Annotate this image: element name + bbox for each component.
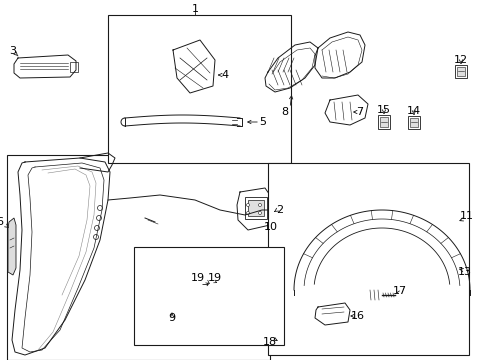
Text: 5: 5 (259, 117, 266, 127)
Bar (409, 118, 417, 127)
Text: 2: 2 (276, 205, 283, 215)
FancyBboxPatch shape (142, 260, 203, 309)
Polygon shape (8, 218, 16, 275)
Circle shape (445, 217, 455, 227)
Text: 19: 19 (207, 273, 222, 283)
Text: 1: 1 (191, 4, 198, 14)
Text: 18: 18 (263, 337, 277, 347)
Bar (267, 163, 468, 355)
Circle shape (349, 213, 353, 217)
Text: 16: 16 (350, 311, 364, 321)
Text: 3: 3 (9, 46, 17, 56)
Bar (148, 295, 198, 300)
Bar (377, 115, 389, 129)
Bar (275, 336, 283, 342)
Bar (7, 155, 269, 360)
Circle shape (448, 220, 452, 224)
Text: 13: 13 (457, 267, 471, 277)
Text: 4: 4 (221, 70, 228, 80)
Bar (212, 282, 218, 287)
Bar (454, 65, 466, 78)
Circle shape (347, 211, 355, 219)
Bar (70, 62, 78, 72)
Circle shape (246, 211, 249, 215)
Bar (244, 197, 266, 219)
Bar (367, 290, 381, 300)
Text: 12: 12 (453, 55, 467, 65)
Circle shape (447, 265, 453, 271)
Text: 6: 6 (0, 217, 3, 227)
Bar (209, 280, 220, 289)
Text: →: → (201, 279, 208, 288)
Bar (247, 200, 264, 216)
Text: 11: 11 (459, 211, 473, 221)
Circle shape (96, 216, 102, 220)
Circle shape (246, 203, 249, 207)
Bar (148, 286, 198, 291)
Bar (273, 334, 285, 344)
Bar (407, 116, 419, 129)
Text: 15: 15 (376, 105, 390, 115)
Bar (148, 277, 198, 282)
Bar (379, 117, 387, 127)
Circle shape (443, 261, 457, 275)
Circle shape (258, 211, 261, 215)
Text: 10: 10 (264, 222, 278, 232)
Text: 9: 9 (168, 313, 175, 323)
Bar (108, 15, 290, 163)
Circle shape (97, 206, 102, 211)
Bar (134, 247, 284, 345)
Text: 7: 7 (356, 107, 363, 117)
Circle shape (442, 214, 458, 230)
Bar (456, 67, 464, 76)
Text: 14: 14 (406, 106, 420, 116)
Text: 17: 17 (392, 286, 406, 296)
Circle shape (258, 203, 261, 207)
Circle shape (93, 234, 98, 239)
Text: 8: 8 (281, 107, 288, 117)
Text: 19: 19 (190, 273, 204, 283)
Bar (148, 268, 198, 273)
Circle shape (94, 225, 99, 230)
